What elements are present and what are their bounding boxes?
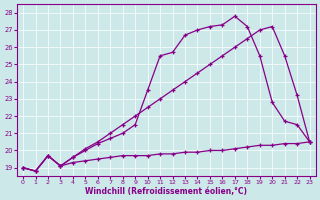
X-axis label: Windchill (Refroidissement éolien,°C): Windchill (Refroidissement éolien,°C) xyxy=(85,187,247,196)
